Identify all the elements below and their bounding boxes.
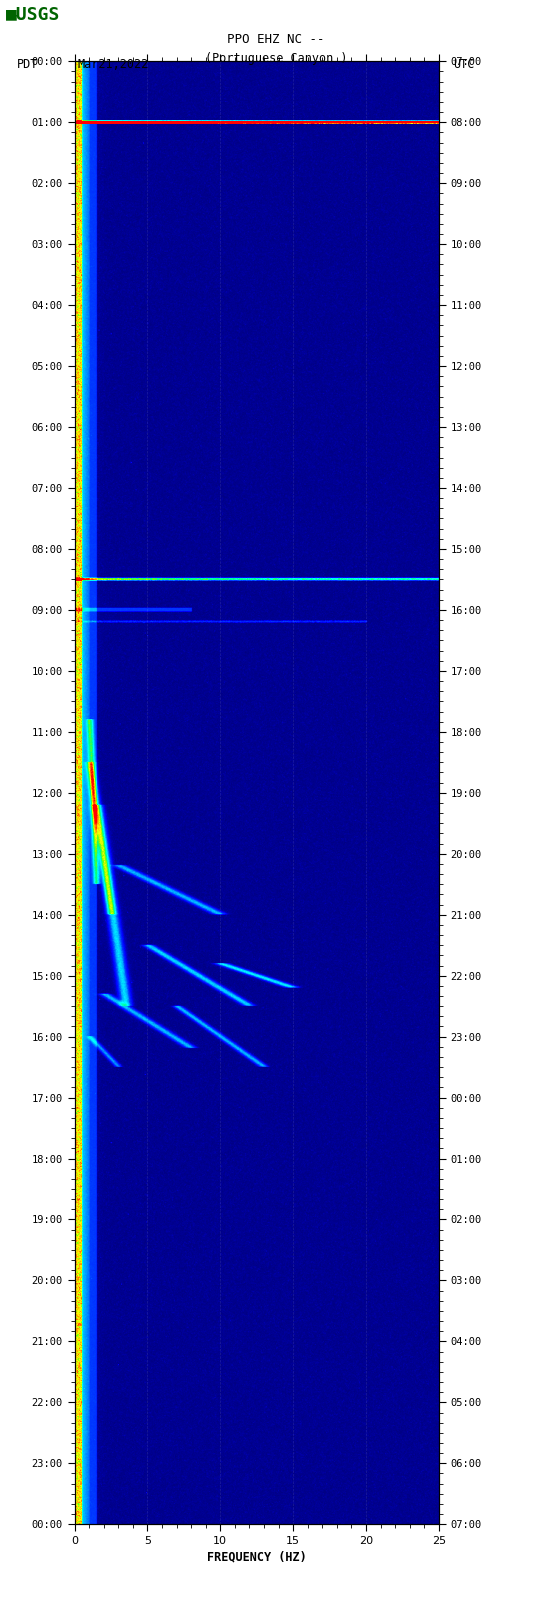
Text: ■USGS: ■USGS xyxy=(6,5,60,23)
Text: PPO EHZ NC --: PPO EHZ NC -- xyxy=(227,32,325,45)
X-axis label: FREQUENCY (HZ): FREQUENCY (HZ) xyxy=(207,1550,306,1563)
Text: Mar21,2022: Mar21,2022 xyxy=(77,58,148,71)
Text: (Portuguese Canyon ): (Portuguese Canyon ) xyxy=(205,52,347,65)
Text: UTC: UTC xyxy=(453,58,475,71)
Text: PDT: PDT xyxy=(17,58,38,71)
